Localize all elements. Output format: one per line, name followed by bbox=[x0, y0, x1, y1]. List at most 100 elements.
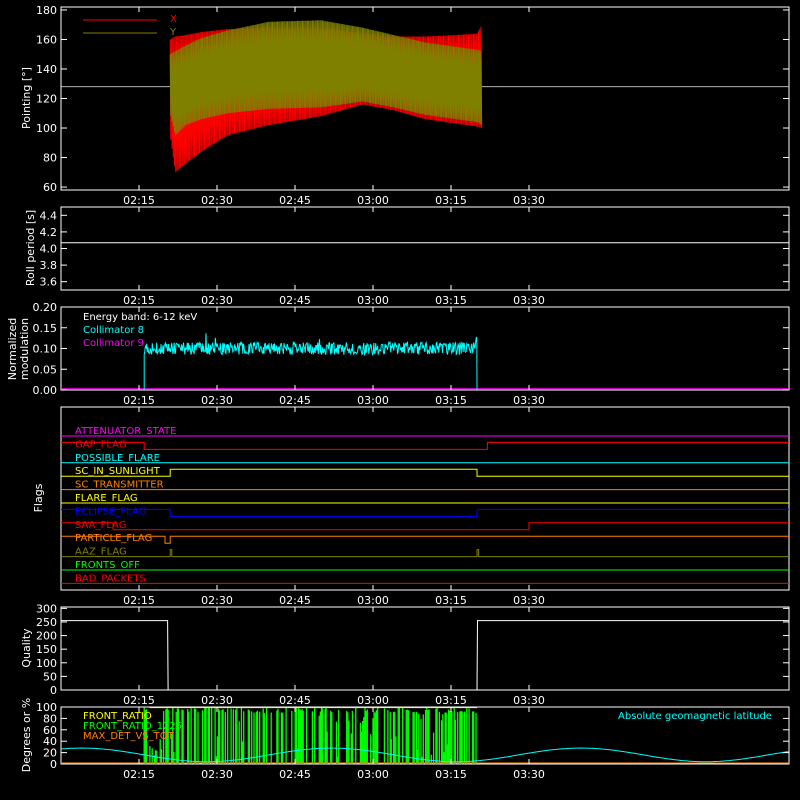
roll-period-axes-frame bbox=[60, 206, 790, 291]
series-y-line bbox=[169, 20, 483, 136]
x-tick-label: 02:30 bbox=[201, 194, 233, 207]
x-tick-label: 02:45 bbox=[279, 294, 311, 307]
x-tick-label: 02:30 bbox=[201, 768, 233, 781]
x-tick-label: 03:15 bbox=[435, 768, 467, 781]
legend-collimator-8: Collimator 8 bbox=[83, 325, 144, 336]
x-tick-label: 02:45 bbox=[279, 594, 311, 607]
x-tick-label: 03:30 bbox=[513, 394, 545, 407]
x-tick-label: 02:15 bbox=[123, 394, 155, 407]
x-tick-label: 03:00 bbox=[357, 594, 389, 607]
legend-front-ratio: FRONT_RATIO bbox=[83, 711, 152, 722]
legend-y-label: Y bbox=[169, 27, 177, 38]
flag-label: POSSIBLE_FLARE bbox=[75, 453, 160, 464]
x-tick-label: 03:30 bbox=[513, 194, 545, 207]
legend-max-det-vs-tot: MAX_DET_VS_TOT bbox=[83, 731, 175, 742]
y-tick-label: 0.15 bbox=[33, 322, 58, 335]
flag-line bbox=[61, 508, 789, 517]
y-tick-label: 150 bbox=[36, 643, 57, 656]
x-tick-label: 03:30 bbox=[513, 294, 545, 307]
flag-label: BAD_PACKETS bbox=[75, 573, 146, 584]
flags-panel: ATTENUATOR_STATE GAP_FLAG POSSIBLE_FLARE SC… bbox=[32, 406, 790, 607]
x-tick-label: 03:15 bbox=[435, 194, 467, 207]
x-tick-label: 02:45 bbox=[279, 394, 311, 407]
y-tick-label: 4.0 bbox=[40, 243, 58, 256]
x-tick-label: 02:30 bbox=[201, 594, 233, 607]
flag-line bbox=[61, 535, 789, 544]
y-tick-label: 0 bbox=[50, 684, 57, 697]
y-tick-label: 80 bbox=[43, 712, 57, 725]
x-tick-label: 02:15 bbox=[123, 294, 155, 307]
x-tick-label: 03:15 bbox=[435, 294, 467, 307]
modulation-ylabel-line2: modulation bbox=[18, 318, 31, 380]
x-tick-label: 02:30 bbox=[201, 694, 233, 707]
modulation-ylabel-line1: Normalized bbox=[6, 318, 19, 380]
x-tick-label: 03:15 bbox=[435, 394, 467, 407]
energy-band-annotation: Energy band: 6-12 keV bbox=[83, 312, 197, 323]
roll-period-panel: 02:15 02:30 02:45 03:00 03:15 03:30 3.6 3.8 4.0 4… bbox=[24, 206, 790, 307]
ratio-ylabel: Degrees or % bbox=[20, 698, 33, 772]
flag-label: SAA_FLAG bbox=[75, 520, 126, 531]
flag-label: ATTENUATOR_STATE bbox=[75, 426, 176, 437]
flag-label: FLARE_FLAG bbox=[75, 493, 138, 504]
flag-line bbox=[61, 549, 789, 558]
quality-panel: 02:15 02:30 02:45 03:00 03:15 03:300501001502… bbox=[20, 602, 790, 707]
flag-label: AAZ_FLAG bbox=[75, 547, 127, 558]
x-tick-label: 03:15 bbox=[435, 594, 467, 607]
y-tick-label: 4.2 bbox=[40, 226, 58, 239]
y-tick-label: 0.10 bbox=[33, 343, 58, 356]
flag-label: SC_IN_SUNLIGHT bbox=[75, 466, 161, 477]
flag-label: PARTICLE_FLAG bbox=[75, 533, 152, 544]
pointing-ylabel: Pointing [°] bbox=[20, 67, 33, 129]
x-tick-label: 02:15 bbox=[123, 594, 155, 607]
flag-label: ECLIPSE_FLAG bbox=[75, 506, 146, 517]
legend-x-label: X bbox=[170, 14, 177, 25]
y-tick-label: 120 bbox=[36, 93, 57, 106]
y-tick-label: 50 bbox=[43, 670, 57, 683]
legend-collimator-9: Collimator 9 bbox=[83, 338, 144, 349]
x-tick-label: 02:15 bbox=[123, 768, 155, 781]
y-tick-label: 60 bbox=[43, 181, 57, 194]
x-tick-label: 02:45 bbox=[279, 768, 311, 781]
geomagnetic-latitude-line bbox=[61, 747, 789, 763]
x-tick-label: 03:30 bbox=[513, 768, 545, 781]
y-tick-label: 100 bbox=[36, 701, 57, 714]
x-tick-label: 02:15 bbox=[123, 194, 155, 207]
x-tick-label: 03:30 bbox=[513, 594, 545, 607]
x-tick-label: 03:15 bbox=[435, 694, 467, 707]
y-tick-label: 140 bbox=[36, 63, 57, 76]
y-tick-label: 100 bbox=[36, 657, 57, 670]
y-tick-label: 250 bbox=[36, 616, 57, 629]
flag-line bbox=[61, 441, 789, 450]
x-tick-label: 02:30 bbox=[201, 394, 233, 407]
flag-label: GAP_FLAG bbox=[75, 439, 127, 450]
y-tick-label: 3.6 bbox=[40, 276, 58, 289]
x-tick-label: 03:00 bbox=[357, 394, 389, 407]
y-tick-label: 0.05 bbox=[33, 363, 58, 376]
x-tick-label: 02:45 bbox=[279, 694, 311, 707]
pointing-legend: X Y bbox=[83, 14, 177, 38]
flag-line bbox=[61, 522, 789, 531]
x-tick-label: 02:15 bbox=[123, 694, 155, 707]
y-tick-label: 3.8 bbox=[40, 259, 58, 272]
y-tick-label: 80 bbox=[43, 152, 57, 165]
flag-label: SC_TRANSMITTER bbox=[75, 480, 164, 491]
y-tick-label: 160 bbox=[36, 33, 57, 46]
quality-line bbox=[61, 620, 789, 691]
y-tick-label: 40 bbox=[43, 735, 57, 748]
x-tick-label: 03:00 bbox=[357, 194, 389, 207]
collimator-8-line bbox=[143, 333, 478, 390]
quality-ylabel: Quality bbox=[20, 628, 33, 668]
y-tick-label: 20 bbox=[43, 747, 57, 760]
x-tick-label: 02:45 bbox=[279, 194, 311, 207]
y-tick-label: 0.20 bbox=[33, 301, 58, 314]
y-tick-label: 4.4 bbox=[40, 209, 58, 222]
roll-period-ylabel: Roll period [s] bbox=[24, 210, 37, 286]
y-tick-label: 60 bbox=[43, 724, 57, 737]
y-tick-label: 200 bbox=[36, 630, 57, 643]
legend-front-ratio-1225: FRONT_RATIO_1225 bbox=[83, 721, 182, 732]
x-tick-label: 03:00 bbox=[357, 694, 389, 707]
flag-line bbox=[61, 468, 789, 477]
y-tick-label: 300 bbox=[36, 602, 57, 615]
y-tick-label: 0.00 bbox=[33, 384, 58, 397]
quality-axes-frame bbox=[60, 606, 790, 691]
